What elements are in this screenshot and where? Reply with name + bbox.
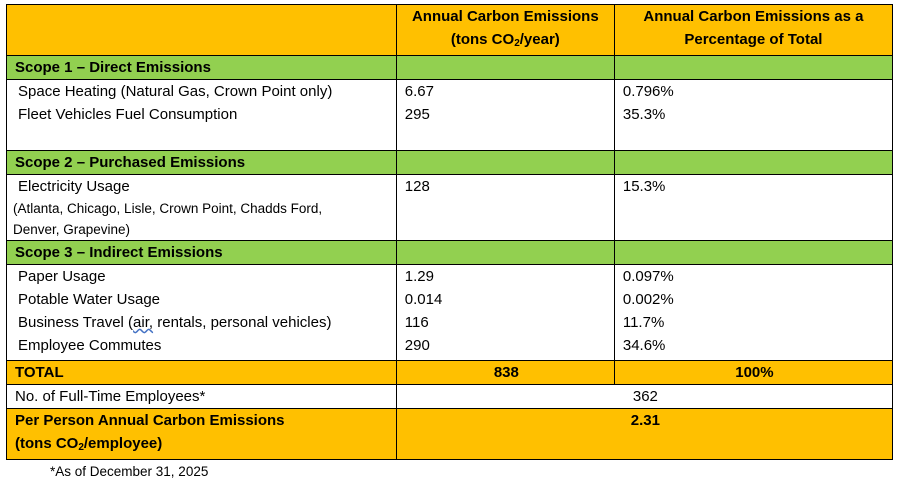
list-item-value: 1.29 (404, 268, 434, 285)
scope2-title-blank-3 (613, 150, 894, 175)
per-person-row: Per Person Annual Carbon Emissions (tons… (6, 408, 894, 460)
employees-label: No. of Full-Time Employees* (6, 384, 397, 409)
footnote: *As of December 31, 2025 (50, 464, 209, 479)
list-item-label: Space Heating (Natural Gas, Crown Point … (18, 83, 333, 100)
scope2-value: 128 (395, 174, 615, 241)
list-item-label: Paper Usage (18, 268, 106, 285)
list-item-pct: 35.3% (622, 106, 666, 123)
list-item-value: 290 (404, 337, 430, 354)
per-person-value: 2.31 (395, 408, 894, 460)
header-row: Annual Carbon Emissions (tons CO2/year) … (6, 4, 894, 56)
scope1-pcts: 0.796% 35.3% (613, 79, 894, 151)
scope3-title-blank-2 (395, 240, 615, 265)
total-value: 838 (395, 360, 615, 385)
list-item-value: 6.67 (404, 83, 434, 100)
scope2-title: Scope 2 – Purchased Emissions (6, 150, 397, 175)
electricity-label: Electricity Usage (18, 178, 130, 195)
header-annual-emissions-line2: (tons CO2/year) (450, 31, 560, 49)
header-percentage-line1: Annual Carbon Emissions as a (643, 8, 864, 25)
header-annual-emissions: Annual Carbon Emissions (tons CO2/year) (395, 4, 615, 56)
header-percentage-of-total: Annual Carbon Emissions as a Percentage … (613, 4, 894, 56)
list-item-label: Fleet Vehicles Fuel Consumption (18, 106, 238, 123)
employees-row: No. of Full-Time Employees* 362 (6, 384, 894, 409)
list-item-pct: 0.097% (622, 268, 674, 285)
scope3-title: Scope 3 – Indirect Emissions (6, 240, 397, 265)
header-percentage-line2: Percentage of Total (684, 31, 823, 48)
total-row: TOTAL 838 100% (6, 360, 894, 385)
scope1-labels: Space Heating (Natural Gas, Crown Point … (6, 79, 397, 151)
scope2-pct: 15.3% (613, 174, 894, 241)
scope1-rows: Space Heating (Natural Gas, Crown Point … (6, 79, 894, 151)
list-item-label: Employee Commutes (18, 337, 162, 354)
scope2-labels: Electricity Usage (Atlanta, Chicago, Lis… (6, 174, 397, 241)
scope3-rows: Paper Usage Potable Water Usage Business… (6, 264, 894, 361)
list-item-pct: 0.796% (622, 83, 674, 100)
list-item-pct: 0.002% (622, 291, 674, 308)
scope2-title-blank-2 (395, 150, 615, 175)
emissions-table: Annual Carbon Emissions (tons CO2/year) … (6, 4, 894, 460)
scope1-title-row: Scope 1 – Direct Emissions (6, 55, 894, 80)
scope2-rows: Electricity Usage (Atlanta, Chicago, Lis… (6, 174, 894, 241)
list-item-value: 0.014 (404, 291, 443, 308)
header-annual-emissions-line1: Annual Carbon Emissions (411, 8, 599, 25)
list-item-pct: 11.7% (622, 314, 665, 331)
emissions-report: Annual Carbon Emissions (tons CO2/year) … (6, 4, 894, 479)
header-blank-cell (6, 4, 397, 56)
scope1-title-blank-2 (395, 55, 615, 80)
list-item-label: Potable Water Usage (18, 291, 161, 308)
electricity-note-line1: (Atlanta, Chicago, Lisle, Crown Point, C… (13, 201, 323, 216)
scope1-title: Scope 1 – Direct Emissions (6, 55, 397, 80)
per-person-line2: (tons CO2/employee) (15, 435, 163, 453)
scope3-pcts: 0.097% 0.002% 11.7% 34.6% (613, 264, 894, 361)
scope3-values: 1.29 0.014 116 290 (395, 264, 615, 361)
employees-value: 362 (395, 384, 894, 409)
scope1-title-blank-3 (613, 55, 894, 80)
per-person-line1: Per Person Annual Carbon Emissions (15, 412, 285, 429)
list-item-label: Business Travel (air, rentals, personal … (18, 314, 332, 331)
scope3-title-row: Scope 3 – Indirect Emissions (6, 240, 894, 265)
scope2-title-row: Scope 2 – Purchased Emissions (6, 150, 894, 175)
list-item-pct: 34.6% (622, 337, 666, 354)
list-item-value: 116 (404, 314, 429, 331)
per-person-label: Per Person Annual Carbon Emissions (tons… (6, 408, 397, 460)
electricity-note-line2: Denver, Grapevine) (13, 222, 131, 237)
total-pct: 100% (613, 360, 894, 385)
total-label: TOTAL (6, 360, 397, 385)
scope3-title-blank-3 (613, 240, 894, 265)
scope3-labels: Paper Usage Potable Water Usage Business… (6, 264, 397, 361)
scope1-values: 6.67 295 (395, 79, 615, 151)
list-item-value: 295 (404, 106, 430, 123)
